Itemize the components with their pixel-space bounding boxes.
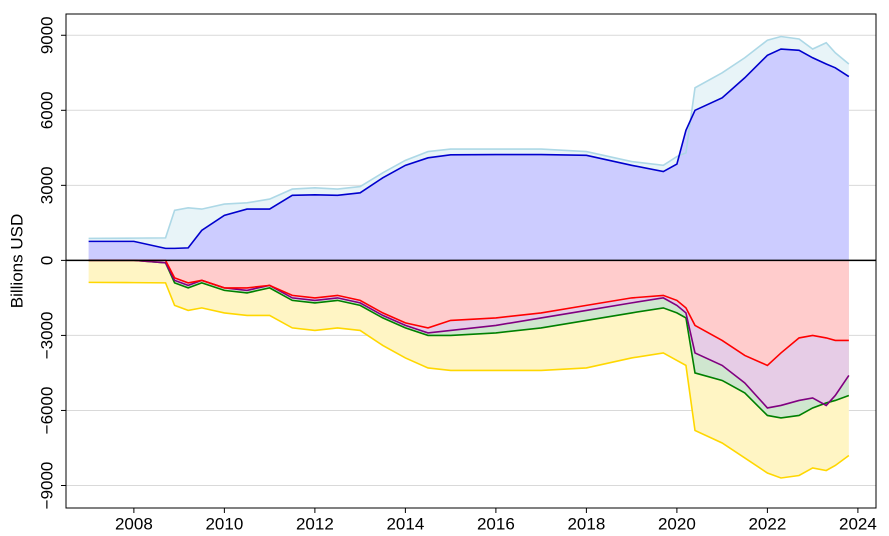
x-tick-label: 2022 — [748, 514, 786, 533]
y-tick-label: 9000 — [37, 16, 56, 54]
area — [88, 260, 849, 408]
area — [88, 260, 849, 478]
y-tick-label: −6000 — [37, 387, 56, 435]
y-tick-label: −9000 — [37, 462, 56, 510]
y-tick-label: −3000 — [37, 312, 56, 360]
x-tick-label: 2024 — [839, 514, 877, 533]
y-tick-label: 6000 — [37, 91, 56, 129]
plot-frame — [65, 13, 877, 509]
y-tick-label: 0 — [37, 256, 56, 265]
x-tick-label: 2008 — [115, 514, 153, 533]
area — [88, 260, 849, 418]
area — [88, 49, 849, 261]
line — [88, 259, 849, 367]
line — [88, 48, 850, 250]
y-tick-label: 3000 — [37, 166, 56, 204]
x-tick-label: 2018 — [567, 514, 605, 533]
x-tick-label: 2012 — [296, 514, 334, 533]
y-axis-label: Billions USD — [7, 214, 26, 308]
line — [88, 35, 850, 240]
x-tick-label: 2020 — [658, 514, 696, 533]
line — [88, 259, 850, 419]
x-tick-label: 2014 — [386, 514, 424, 533]
area — [88, 260, 849, 366]
x-tick-label: 2016 — [477, 514, 515, 533]
x-tick-label: 2010 — [205, 514, 243, 533]
line — [88, 281, 850, 479]
